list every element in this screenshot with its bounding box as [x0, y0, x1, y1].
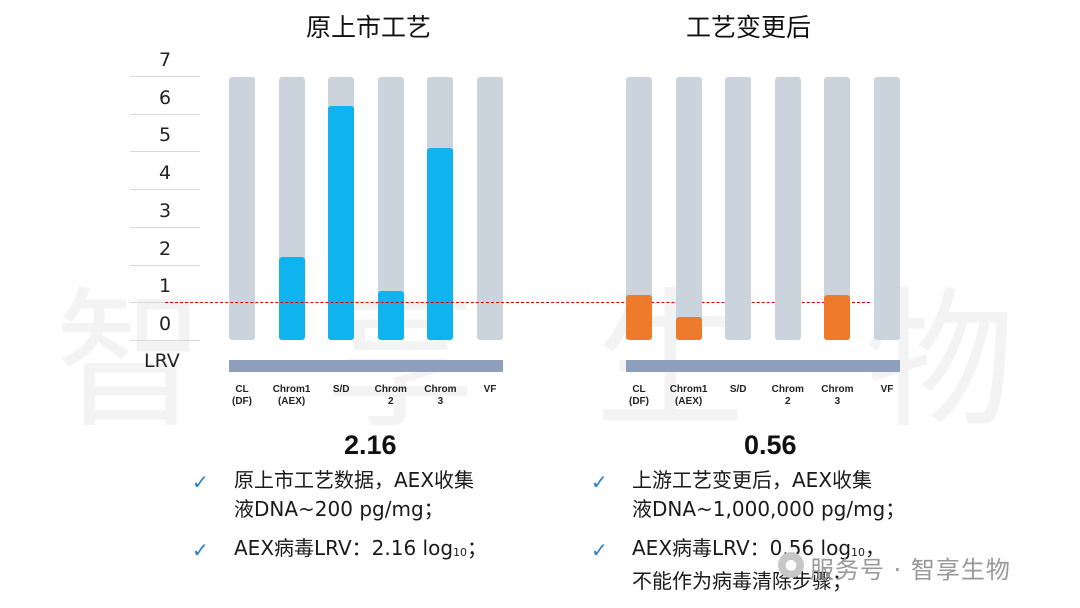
right-note-2-tail: ， [865, 536, 886, 560]
x-tick-label: Chrom 2 [374, 384, 407, 407]
y-tick-label: 7 [158, 49, 172, 71]
left-note-2-text: AEX病毒LRV：2.16 log [234, 536, 454, 560]
y-tick-label: 6 [158, 86, 172, 109]
bar [328, 106, 355, 340]
left-note-1: 原上市工艺数据，AEX收集 液DNA~200 pg/mg； [234, 466, 474, 524]
right-note-2: AEX病毒LRV：0.56 log10， 不能作为病毒清除步骤； [632, 534, 885, 596]
x-tick-label: Chrom 3 [424, 384, 457, 407]
x-tick-label: VF [880, 384, 894, 395]
bar-track [477, 77, 503, 340]
x-tick-label: Chrom 3 [821, 384, 854, 407]
x-tick-label: S/D [332, 384, 350, 395]
right-note-2-line2: 不能作为病毒清除步骤； [632, 569, 852, 593]
bar-track [725, 77, 752, 340]
x-tick-label: Chrom1 (AEX) [272, 384, 311, 407]
y-tick-label: 5 [158, 124, 172, 147]
y-gridline [130, 226, 200, 228]
left-note-1-line1: 原上市工艺数据，AEX收集 [234, 468, 475, 492]
bar-track [774, 77, 801, 340]
y-tick-label: 0 [158, 313, 172, 335]
y-gridline [130, 189, 200, 191]
y-tick-label: 3 [158, 199, 172, 222]
axis-baseline [626, 360, 900, 372]
right-note-2-text: AEX病毒LRV：0.56 log [632, 536, 852, 560]
check-icon: ✓ [192, 470, 209, 494]
watermark: 智享生物 [55, 240, 1080, 457]
bar-track [874, 77, 900, 340]
right-note-1: 上游工艺变更后，AEX收集 液DNA~1,000,000 pg/mg； [632, 466, 905, 524]
bar [675, 317, 702, 340]
check-icon: ✓ [591, 470, 608, 494]
x-tick-label: Chrom1 (AEX) [669, 384, 708, 407]
bar [626, 294, 652, 340]
right-note-1-line1: 上游工艺变更后，AEX收集 [632, 468, 873, 492]
bar-track [675, 77, 702, 340]
left-note-2-tail: ； [467, 536, 488, 560]
y-gridline [130, 264, 200, 266]
x-tick-label: Chrom 2 [771, 384, 804, 407]
bar [824, 294, 851, 340]
right-note-1-line2: 液DNA~1,000,000 pg/mg； [632, 497, 906, 521]
bar [377, 290, 404, 340]
right-summary-value: 0.56 [744, 430, 797, 460]
y-gridline [130, 151, 200, 153]
left-note-2-sub: 10 [453, 546, 468, 559]
left-chart-title: 原上市工艺 [306, 13, 432, 42]
y-tick-label: 1 [158, 275, 172, 298]
y-tick-label: 4 [158, 162, 172, 185]
check-icon: ✓ [591, 538, 608, 562]
x-tick-label: S/D [729, 384, 747, 395]
bar [427, 147, 454, 340]
x-tick-label: VF [483, 384, 497, 395]
axis-baseline [229, 360, 503, 372]
footer-text: 服务号 · 智享生物 [810, 556, 1011, 584]
y-gridline [130, 113, 200, 115]
check-icon: ✓ [192, 538, 209, 562]
y-tick-label: 2 [158, 237, 172, 260]
x-tick-label: CL (DF) [629, 384, 649, 407]
bar-track [229, 77, 255, 340]
wechat-icon: ● [778, 552, 804, 578]
bar [278, 257, 305, 340]
y-axis-label: LRV [144, 350, 180, 372]
right-chart-title: 工艺变更后 [686, 13, 812, 42]
left-note-1-line2: 液DNA~200 pg/mg； [234, 497, 444, 521]
left-note-2: AEX病毒LRV：2.16 log10； [234, 534, 487, 567]
x-tick-label: CL (DF) [232, 384, 252, 407]
reference-line [165, 302, 870, 304]
y-gridline [130, 76, 200, 77]
y-gridline [130, 340, 200, 341]
left-summary-value: 2.16 [344, 430, 397, 460]
right-note-2-sub: 10 [851, 546, 866, 559]
